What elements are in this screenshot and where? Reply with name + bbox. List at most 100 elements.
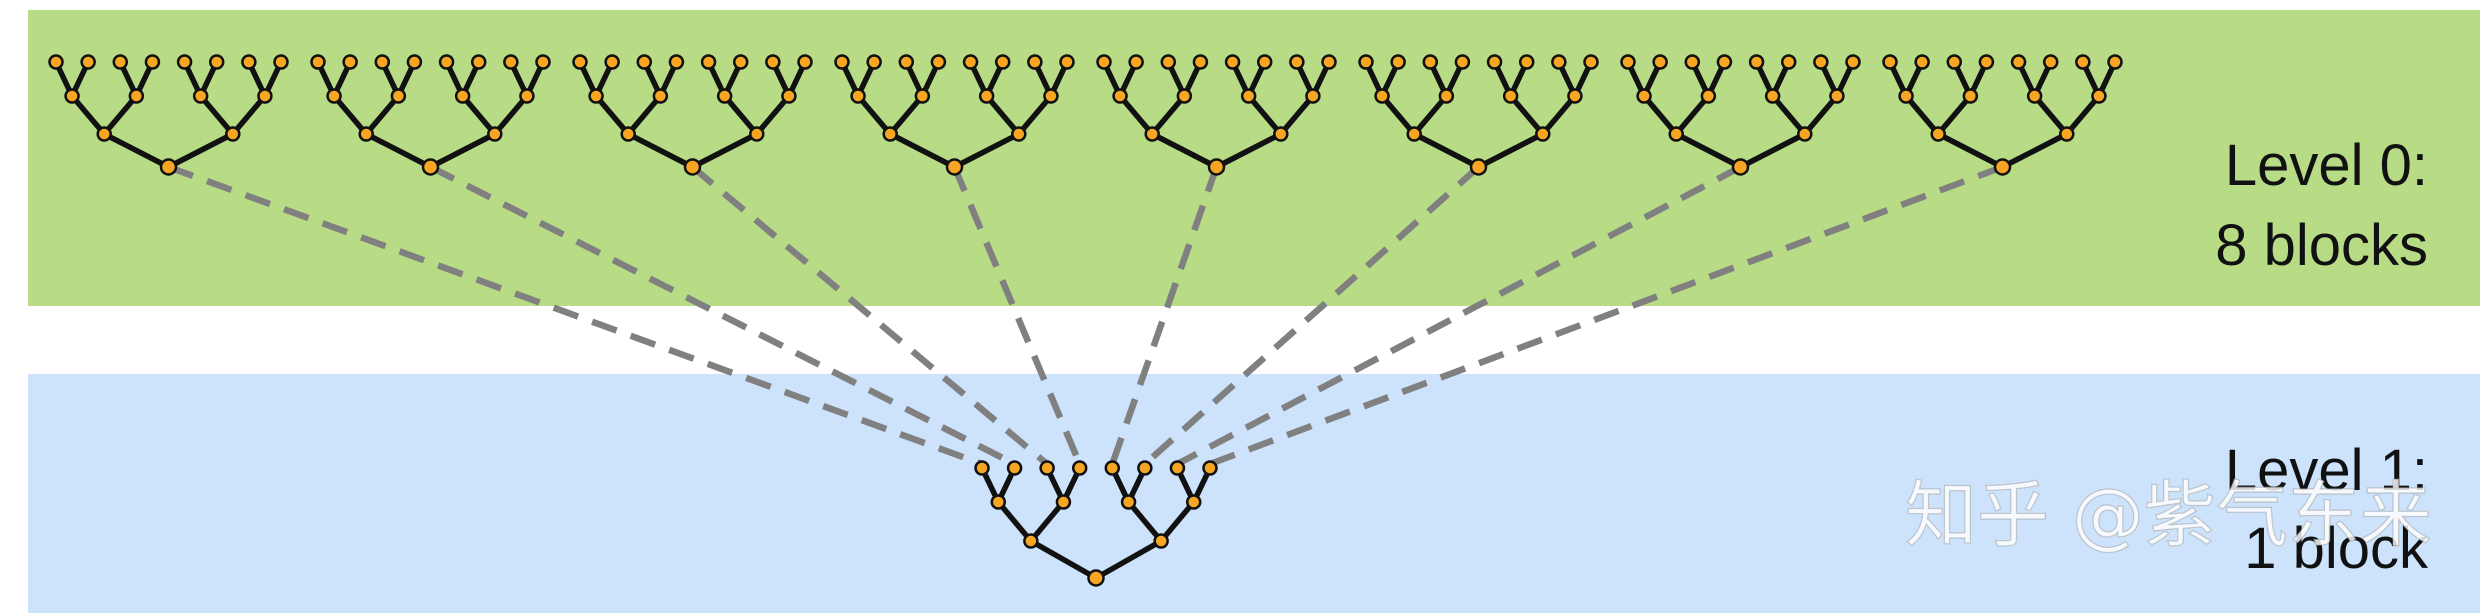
tree-inner-node	[1112, 88, 1128, 104]
tree-inner-node	[326, 88, 342, 104]
tree-inner-node	[454, 88, 471, 104]
tree-leaf-node	[1813, 54, 1829, 70]
tree-inner-node	[1043, 88, 1059, 104]
tree-inner-node	[519, 88, 535, 104]
tree-leaf-node	[1137, 460, 1153, 476]
tree-leaf-node	[470, 54, 487, 70]
level-0-label-line2: 8 blocks	[2215, 213, 2428, 278]
tree-root-node	[683, 158, 702, 176]
tree-edge	[1125, 499, 1164, 544]
tree-inner-node	[882, 126, 898, 142]
tree-leaf-node	[1684, 54, 1701, 70]
tree-leaf-node	[208, 54, 225, 70]
tree-edge	[983, 93, 1022, 137]
tree-leaf-node	[1289, 54, 1305, 70]
tree-inner-node	[652, 88, 669, 104]
tree-leaf-node	[1202, 460, 1218, 476]
tree-leaf-node	[1071, 460, 1088, 476]
tree-edge	[363, 93, 402, 137]
tree-inner-node	[1797, 126, 1813, 142]
level-0-block-6	[1620, 54, 1861, 176]
tree-edge	[754, 93, 792, 137]
tree-leaf-node	[1160, 54, 1177, 70]
tree-edge	[1149, 131, 1220, 170]
tree-inner-node	[1185, 494, 1202, 510]
tree-edge	[1935, 131, 2006, 170]
tree-leaf-node	[438, 54, 455, 70]
tree-edge	[1093, 538, 1164, 581]
tree-leaf-node	[1583, 54, 1599, 70]
tree-inner-node	[620, 126, 636, 142]
tree-edge	[887, 93, 926, 137]
tree-inner-node	[2026, 88, 2043, 104]
tree-leaf-node	[176, 54, 193, 70]
tree-inner-node	[1962, 88, 1979, 104]
tree-leaf-node	[1620, 54, 1636, 70]
tree-root-node	[1993, 158, 2012, 176]
tree-leaf-node	[1845, 54, 1861, 70]
tree-edge	[995, 499, 1034, 544]
dashed-connector	[1208, 163, 2004, 468]
tree-leaf-node	[1518, 54, 1535, 70]
tree-leaf-node	[1096, 54, 1112, 70]
tree-leaf-node	[241, 54, 257, 70]
tree-edge	[1028, 499, 1067, 544]
tree-inner-node	[1273, 126, 1289, 142]
tree-leaf-node	[962, 54, 979, 70]
tree-inner-node	[2091, 88, 2107, 104]
tree-leaf-node	[2075, 54, 2091, 70]
level-0-band	[28, 10, 2480, 306]
tree-inner-node	[1535, 126, 1551, 142]
tree-edge	[1769, 93, 1808, 137]
tree-edge	[1475, 131, 1546, 170]
tree-leaf-node	[1104, 460, 1121, 476]
tree-inner-node	[1374, 88, 1390, 104]
tree-inner-node	[1153, 533, 1169, 549]
tree-leaf-node	[1358, 54, 1374, 70]
level-1-block	[974, 460, 1218, 587]
tree-edge	[689, 131, 760, 170]
tree-inner-node	[1055, 494, 1072, 510]
tree-edge	[1507, 93, 1546, 137]
level-0-block-0	[48, 54, 289, 176]
tree-edge	[1673, 93, 1712, 137]
tree-leaf-node	[732, 54, 749, 70]
tree-edge	[593, 93, 631, 137]
dashed-connector	[1109, 165, 1220, 466]
tree-leaf-node	[2107, 54, 2123, 70]
tree-edge	[1278, 93, 1316, 137]
tree-leaf-node	[1169, 460, 1186, 476]
tree-root-node	[421, 158, 440, 176]
tree-edge	[230, 93, 268, 137]
tree-edge	[1411, 93, 1450, 137]
tree-inner-node	[1668, 126, 1684, 142]
tree-edge	[197, 93, 236, 137]
tree-edge	[625, 131, 696, 170]
tree-root-node	[159, 158, 178, 176]
tree-edge	[492, 93, 530, 137]
tree-inner-node	[96, 126, 112, 142]
tree-inner-node	[850, 88, 866, 104]
tree-leaf-node	[1914, 54, 1930, 70]
level-0-block-2	[572, 54, 813, 176]
tree-leaf-node	[1027, 54, 1043, 70]
tree-inner-node	[390, 88, 407, 104]
tree-edge	[625, 93, 664, 137]
tree-leaf-node	[604, 54, 620, 70]
level-1-block-0	[974, 460, 1218, 587]
tree-leaf-node	[572, 54, 588, 70]
tree-leaf-node	[1454, 54, 1471, 70]
tree-leaf-node	[1780, 54, 1797, 70]
tree-leaf-node	[406, 54, 423, 70]
tree-inner-node	[1930, 126, 1946, 142]
tree-leaf-node	[1390, 54, 1406, 70]
tree-edge	[1540, 93, 1578, 137]
tree-edge	[1999, 131, 2070, 170]
tree-leaf-node	[1422, 54, 1439, 70]
tree-inner-node	[978, 88, 995, 104]
tree-inner-node	[749, 126, 765, 142]
tree-inner-node	[2059, 126, 2075, 142]
tree-edge	[1117, 93, 1155, 137]
tree-inner-node	[716, 88, 733, 104]
